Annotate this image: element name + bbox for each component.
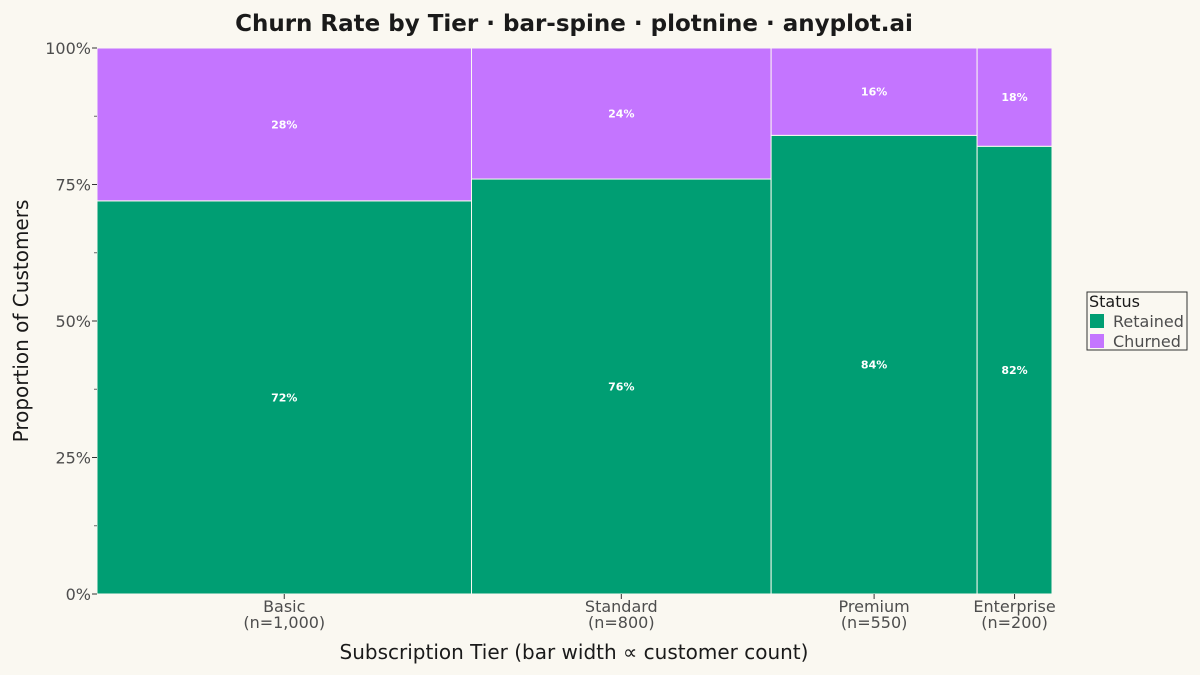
data-label-retained-enterprise: 82% (1001, 364, 1027, 377)
x-tick-sublabel: (n=800) (588, 613, 655, 632)
x-tick-label: Premium (839, 597, 910, 616)
bar-churned-standard (471, 47, 772, 180)
y-tick-label: 50% (55, 312, 91, 331)
data-label-churned-premium: 16% (861, 86, 887, 99)
legend-swatch-retained (1090, 314, 1104, 328)
data-label-retained-standard: 76% (608, 381, 634, 394)
bars-group: 72% 28% 76% 24% 84% 16% 82% 18% (96, 47, 1053, 595)
x-tick-sublabel: (n=200) (981, 613, 1048, 632)
data-label-churned-basic: 28% (271, 118, 297, 131)
data-label-churned-standard: 24% (608, 108, 634, 121)
y-tick-label: 25% (55, 449, 91, 468)
x-tick-label: Enterprise (973, 597, 1055, 616)
legend-label-churned: Churned (1113, 332, 1181, 351)
bar-retained-premium (770, 134, 978, 595)
x-axis: Basic(n=1,000) Standard(n=800) Premium(n=5… (243, 594, 1056, 632)
chart-title: Churn Rate by Tier · bar-spine · plotnin… (235, 11, 913, 37)
data-label-retained-basic: 72% (271, 391, 297, 404)
bar-churned-basic (96, 47, 473, 202)
x-tick-sublabel: (n=550) (841, 613, 908, 632)
x-tick-label: Basic (263, 597, 305, 616)
bar-churned-enterprise (976, 47, 1053, 147)
y-axis-title: Proportion of Customers (9, 200, 33, 443)
bar-retained-basic (96, 200, 473, 595)
legend-title: Status (1089, 292, 1140, 311)
legend-swatch-churned (1090, 334, 1104, 348)
y-tick-label: 0% (66, 585, 91, 604)
y-tick-label: 100% (45, 39, 91, 58)
legend-label-retained: Retained (1113, 312, 1184, 331)
x-tick-sublabel: (n=1,000) (243, 613, 325, 632)
y-tick-label: 75% (55, 176, 91, 195)
bar-churned-premium (770, 47, 978, 136)
y-axis: 0% 25% 50% 75% 100% (45, 39, 97, 604)
data-label-retained-premium: 84% (861, 359, 887, 372)
x-tick-label: Standard (585, 597, 658, 616)
x-axis-title: Subscription Tier (bar width ∝ customer … (340, 640, 809, 664)
data-label-churned-enterprise: 18% (1001, 91, 1027, 104)
